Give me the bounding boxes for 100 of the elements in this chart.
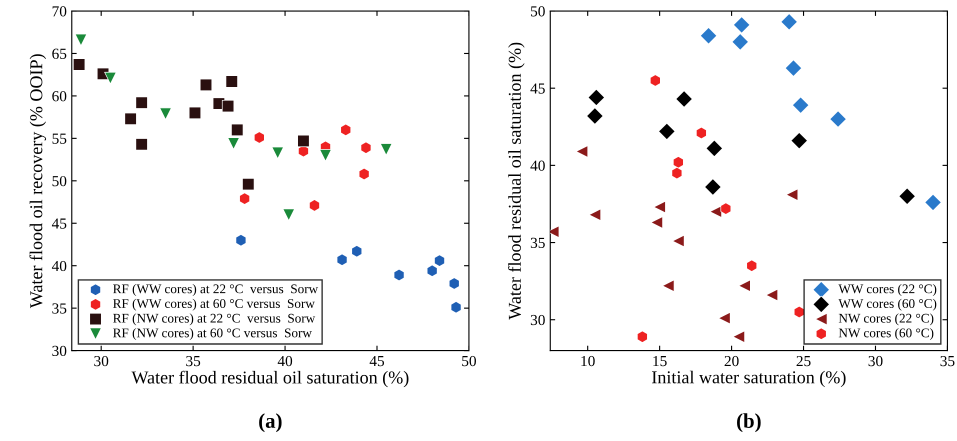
point (226, 75, 238, 88)
y-tick-label: 50 (531, 6, 545, 16)
x-tick-label: 35 (940, 356, 954, 366)
point (924, 194, 942, 211)
point (231, 124, 244, 136)
point (159, 108, 172, 120)
point (732, 33, 749, 50)
point (360, 142, 372, 154)
x-tick-label: 15 (653, 356, 667, 366)
y-tick-label: 55 (52, 134, 66, 144)
y-axis-title: Water flood residual oil saturation (%) (508, 42, 525, 320)
point (898, 188, 916, 205)
point (239, 192, 250, 205)
point (380, 143, 392, 156)
text: (a) (259, 413, 282, 432)
x-tick-label: 30 (94, 356, 108, 366)
y-tick-label: 35 (52, 303, 66, 314)
point (222, 100, 234, 112)
x-tick-label: 35 (186, 356, 200, 366)
point (586, 107, 604, 125)
point (188, 106, 202, 120)
point (792, 96, 810, 114)
point (242, 178, 254, 190)
y-tick-label: 40 (52, 260, 66, 272)
point (588, 208, 602, 221)
y-tick-label: 60 (52, 91, 66, 102)
point (780, 13, 798, 30)
legend-label: RF (NW cores) at 22 °C versus Sorw (113, 313, 316, 326)
point (794, 306, 805, 318)
point (227, 137, 240, 150)
point (297, 134, 310, 148)
point (732, 330, 745, 343)
point (650, 74, 661, 87)
x-tick-label: 25 (796, 356, 811, 366)
point (319, 149, 332, 162)
text: (b) (737, 413, 761, 432)
point (786, 188, 798, 201)
point (658, 122, 676, 140)
legend-label: RF (NW cores) at 60 °C versus Sorw (113, 328, 312, 340)
point (588, 88, 605, 106)
point (706, 140, 723, 157)
y-tick-label: 45 (52, 218, 66, 229)
point (636, 330, 648, 343)
point (336, 254, 348, 266)
y-tick-label: 45 (530, 83, 545, 94)
x-axis-title: Water flood residual oil saturation (%) (131, 370, 408, 388)
legend-label: NW cores (22 °C) (838, 313, 934, 326)
x-axis-title: Initial water saturation (%) (652, 370, 846, 388)
y-tick-label: 65 (52, 48, 66, 59)
point (74, 34, 88, 46)
y-tick-label: 30 (52, 346, 66, 356)
point (672, 156, 684, 168)
point (662, 280, 674, 292)
point (676, 90, 693, 108)
point (576, 145, 588, 158)
point (351, 245, 362, 258)
point (733, 16, 750, 34)
point (434, 254, 445, 267)
point (696, 126, 707, 140)
point (450, 301, 462, 314)
point (672, 234, 685, 248)
point (830, 110, 847, 128)
point (124, 112, 137, 125)
legend-label: WW cores (22 °C) (838, 284, 936, 296)
y-tick-label: 70 (52, 6, 66, 16)
point (426, 264, 438, 277)
point (309, 199, 320, 212)
x-tick-label: 10 (581, 356, 595, 366)
y-tick-label: 40 (530, 160, 545, 171)
point (72, 58, 86, 71)
x-tick-label: 30 (868, 356, 883, 366)
point (394, 268, 404, 282)
point (650, 216, 663, 229)
point (272, 146, 284, 159)
point (720, 202, 732, 215)
x-tick-label: 50 (462, 356, 476, 366)
y-tick-label: 30 (530, 314, 545, 326)
point (104, 72, 117, 84)
point (200, 78, 212, 92)
point (340, 124, 352, 136)
point (135, 96, 148, 109)
point (700, 27, 718, 44)
x-tick-label: 45 (370, 356, 384, 366)
point (766, 288, 778, 302)
point (236, 234, 246, 246)
point (672, 166, 682, 180)
y-axis-title: Water flood oil recovery (% OOIP) (29, 54, 46, 308)
legend-label: WW cores (60 °C) (838, 298, 936, 311)
point (135, 138, 148, 150)
point (653, 200, 666, 214)
legend-label: RF (WW cores) at 60 °C versus Sorw (113, 298, 315, 311)
point (358, 168, 370, 180)
point (704, 178, 722, 196)
point (790, 132, 808, 150)
y-tick-label: 35 (530, 238, 545, 248)
x-tick-label: 40 (278, 356, 292, 366)
point (282, 208, 295, 221)
point (738, 280, 751, 292)
y-tick-label: 50 (52, 176, 66, 186)
point (254, 131, 265, 144)
